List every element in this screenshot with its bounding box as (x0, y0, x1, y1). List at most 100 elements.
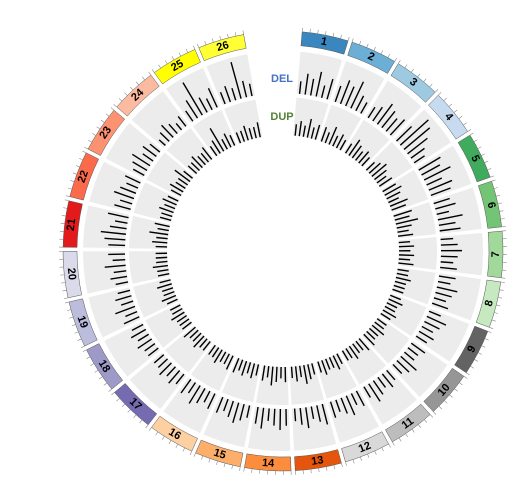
bar (104, 237, 126, 241)
bar (293, 408, 297, 422)
tick (80, 345, 85, 349)
chromosome-label: 13 (310, 454, 324, 468)
bar (298, 81, 302, 94)
bar (298, 120, 303, 137)
bar (119, 199, 133, 205)
tick (466, 372, 470, 376)
chromosome-label: 18 (96, 358, 113, 375)
bar (161, 124, 174, 138)
chromosome-label: 14 (262, 457, 276, 470)
bar (440, 243, 458, 246)
bar (371, 163, 387, 177)
track-band (398, 237, 437, 270)
tick (493, 187, 498, 189)
bar (187, 382, 197, 394)
tick (387, 53, 391, 58)
track-band (381, 169, 429, 213)
tick (78, 157, 83, 161)
tick (82, 349, 87, 352)
chromosome (86, 343, 124, 390)
bar (159, 132, 170, 142)
bar (398, 258, 411, 261)
tick (216, 460, 218, 465)
bar (367, 106, 376, 119)
tick (411, 68, 414, 73)
bar (219, 91, 226, 105)
track-band (365, 80, 422, 137)
tick (381, 447, 384, 452)
track-band (221, 357, 261, 403)
tick (193, 452, 196, 457)
tick (100, 119, 105, 123)
bar (376, 103, 394, 125)
tick (61, 282, 66, 284)
bar (256, 122, 261, 138)
bar (177, 115, 187, 127)
tick (459, 382, 463, 386)
bar (372, 380, 384, 395)
bar (156, 236, 168, 240)
bar (167, 195, 179, 202)
bar (395, 218, 419, 225)
bar (403, 351, 415, 361)
bar (113, 270, 127, 274)
bar (381, 110, 396, 129)
bar (388, 298, 403, 306)
chromosome-label: 1 (320, 35, 328, 48)
bar (437, 280, 451, 285)
tick (345, 461, 347, 466)
tick (178, 52, 182, 57)
tick (352, 459, 355, 464)
bar (317, 361, 323, 373)
bar (115, 305, 136, 315)
chromosome-label: 21 (65, 218, 78, 232)
tick (405, 433, 409, 438)
bar (182, 321, 192, 330)
bar (156, 283, 172, 289)
bar (189, 329, 199, 339)
tick (478, 352, 482, 355)
bar (109, 225, 127, 230)
tick (484, 160, 489, 163)
bar (386, 302, 398, 309)
bar (365, 161, 376, 171)
tick (111, 392, 115, 396)
tick (474, 359, 479, 362)
tick (423, 78, 427, 83)
tick (449, 394, 453, 398)
bar (382, 309, 397, 319)
bar (435, 291, 452, 298)
tick (66, 309, 72, 311)
bar (335, 399, 341, 412)
bar (360, 102, 368, 114)
bar (241, 360, 248, 376)
tick (242, 30, 244, 35)
track-band (133, 277, 179, 318)
tick (208, 458, 211, 463)
bar (380, 312, 391, 321)
bar (159, 206, 174, 214)
chromosome (385, 403, 431, 443)
bar (114, 220, 128, 224)
bar (255, 364, 260, 376)
chromosome (68, 298, 98, 347)
tick (69, 316, 74, 319)
tick (494, 312, 499, 314)
bar (168, 370, 181, 384)
tick (341, 463, 343, 468)
bar (366, 330, 376, 340)
bar (363, 333, 375, 346)
bar (435, 202, 456, 210)
bar (299, 365, 303, 378)
bar (345, 348, 353, 359)
bar (157, 273, 170, 277)
bar (334, 85, 342, 103)
tick (64, 199, 69, 202)
track-band (89, 161, 142, 212)
track-band (293, 97, 329, 141)
bar (378, 177, 393, 187)
bar (355, 390, 365, 407)
track-band (432, 187, 482, 234)
tick (64, 297, 69, 300)
